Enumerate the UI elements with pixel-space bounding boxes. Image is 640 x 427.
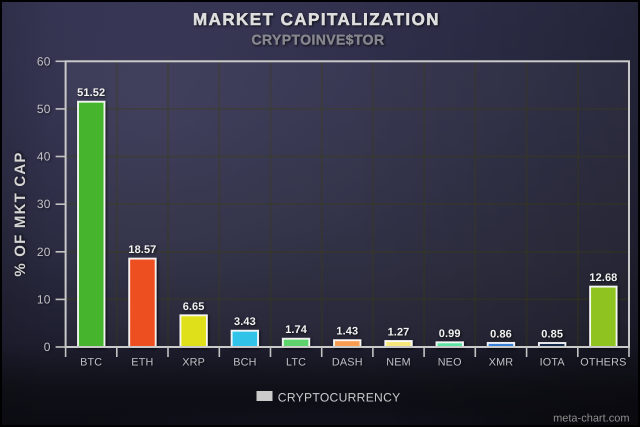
svg-text:XRP: XRP: [182, 357, 205, 369]
svg-text:50: 50: [37, 102, 51, 116]
svg-text:BTC: BTC: [80, 357, 102, 369]
svg-text:30: 30: [37, 197, 51, 211]
svg-text:DASH: DASH: [332, 357, 363, 369]
svg-text:6.65: 6.65: [183, 301, 205, 313]
svg-text:1.43: 1.43: [336, 326, 358, 338]
svg-text:meta-chart.com: meta-chart.com: [553, 413, 629, 425]
svg-text:IOTA: IOTA: [540, 357, 566, 369]
svg-text:NEM: NEM: [386, 357, 411, 369]
svg-text:BCH: BCH: [233, 357, 256, 369]
svg-text:40: 40: [37, 150, 51, 164]
svg-text:LTC: LTC: [286, 357, 306, 369]
svg-text:XMR: XMR: [489, 357, 514, 369]
svg-text:20: 20: [37, 245, 51, 259]
svg-text:60: 60: [37, 54, 51, 68]
svg-text:0.99: 0.99: [439, 328, 461, 340]
svg-text:0.86: 0.86: [490, 328, 512, 340]
svg-text:3.43: 3.43: [234, 316, 256, 328]
svg-text:OTHERS: OTHERS: [580, 357, 626, 369]
svg-text:51.52: 51.52: [77, 87, 105, 99]
svg-text:1.74: 1.74: [285, 324, 308, 336]
svg-text:1.27: 1.27: [388, 327, 410, 339]
svg-text:18.57: 18.57: [128, 244, 156, 256]
svg-text:0: 0: [44, 340, 51, 354]
svg-text:MARKET CAPITALIZATION: MARKET CAPITALIZATION: [193, 10, 440, 29]
svg-text:CRYPTOCURRENCY: CRYPTOCURRENCY: [278, 391, 401, 405]
svg-text:NEO: NEO: [438, 357, 462, 369]
svg-text:10: 10: [37, 292, 51, 306]
svg-text:0.85: 0.85: [541, 329, 563, 341]
svg-text:12.68: 12.68: [589, 272, 617, 284]
svg-text:% OF MKT CAP: % OF MKT CAP: [12, 151, 29, 276]
svg-text:ETH: ETH: [131, 357, 153, 369]
svg-text:CRYPTOINVE$TOR: CRYPTOINVE$TOR: [252, 32, 385, 48]
